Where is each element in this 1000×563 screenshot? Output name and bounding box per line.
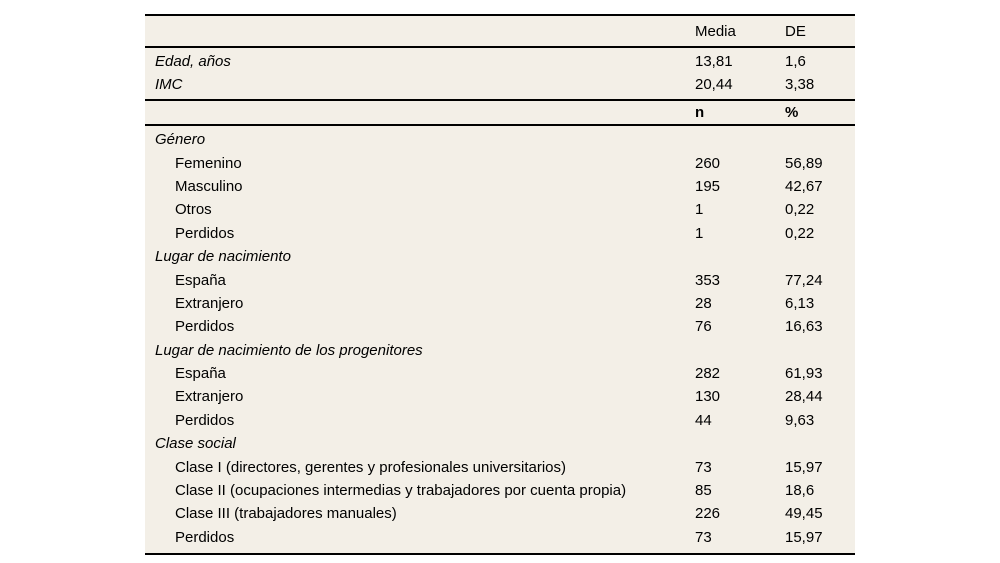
row-media-value: 13,81 (695, 54, 733, 69)
row-pct-value: 0,22 (785, 225, 815, 241)
table-row: España 282 61,93 (145, 362, 855, 385)
table-row: España 353 77,24 (145, 268, 855, 291)
table-row: Extranjero 28 6,13 (145, 292, 855, 315)
column-header-de: DE (785, 23, 806, 39)
section-title-row: Género (145, 128, 855, 151)
section-title-row: Clase social (145, 432, 855, 455)
row-pct-value: 0,22 (785, 202, 815, 218)
section-title: Clase social (155, 436, 236, 452)
row-pct-value: 28,44 (785, 389, 823, 405)
row-pct-value: 6,13 (785, 295, 815, 311)
column-header-pct: % (785, 105, 799, 120)
table-row: Femenino 260 56,89 (145, 151, 855, 174)
stats-header-row: Media DE (145, 16, 855, 48)
table-row: Perdidos 1 0,22 (145, 222, 855, 245)
row-n-value: 195 (695, 178, 721, 194)
row-n-value: 73 (695, 459, 712, 475)
row-pct-value: 15,97 (785, 459, 823, 475)
table-row: Clase I (directores, gerentes y profesio… (145, 455, 855, 478)
row-pct-value: 16,63 (785, 319, 823, 335)
row-n-value: 1 (695, 225, 704, 241)
table-row: Perdidos 44 9,63 (145, 409, 855, 432)
row-label: Perdidos (175, 529, 235, 545)
row-pct-value: 18,6 (785, 483, 815, 499)
column-header-n: n (695, 105, 705, 120)
row-n-value: 353 (695, 272, 721, 288)
row-n-value: 44 (695, 412, 712, 428)
section-title: Lugar de nacimiento de los progenitores (155, 342, 423, 358)
row-label: Femenino (175, 155, 242, 171)
row-n-value: 76 (695, 319, 712, 335)
table-row: Extranjero 130 28,44 (145, 385, 855, 408)
row-label: Perdidos (175, 319, 235, 335)
row-de-value: 3,38 (785, 77, 815, 92)
row-pct-value: 9,63 (785, 412, 815, 428)
row-label: Clase I (directores, gerentes y profesio… (175, 459, 567, 475)
row-n-value: 260 (695, 155, 721, 171)
row-n-value: 130 (695, 389, 721, 405)
table-row-imc: IMC 20,44 3,38 (145, 73, 855, 96)
table-row: Clase II (ocupaciones intermedias y trab… (145, 479, 855, 502)
row-label: Edad, años (155, 54, 231, 69)
row-pct-value: 42,67 (785, 178, 823, 194)
section-title: Lugar de nacimiento (155, 249, 291, 265)
row-n-value: 1 (695, 202, 704, 218)
row-n-value: 282 (695, 366, 721, 382)
row-label: Perdidos (175, 412, 235, 428)
row-label: Perdidos (175, 225, 235, 241)
row-label: Otros (175, 202, 212, 218)
row-label: Clase II (ocupaciones intermedias y trab… (175, 483, 627, 499)
descriptive-statistics-table: Media DE Edad, años 13,81 1,6 IMC 20,44 … (145, 14, 855, 556)
table-row: Perdidos 73 15,97 (145, 526, 855, 549)
row-n-value: 73 (695, 529, 712, 545)
row-de-value: 1,6 (785, 54, 806, 69)
row-pct-value: 61,93 (785, 366, 823, 382)
row-pct-value: 77,24 (785, 272, 823, 288)
row-label: Extranjero (175, 389, 244, 405)
table-row: Perdidos 76 16,63 (145, 315, 855, 338)
table-row: Clase III (trabajadores manuales) 226 49… (145, 502, 855, 525)
table-row: Otros 1 0,22 (145, 198, 855, 221)
row-n-value: 226 (695, 506, 721, 522)
sections-container: Género Femenino 260 56,89 Masculino 195 … (145, 126, 855, 553)
row-label: España (175, 366, 226, 382)
row-pct-value: 15,97 (785, 529, 823, 545)
row-label: Clase III (trabajadores manuales) (175, 506, 397, 522)
section-title: Género (155, 132, 206, 148)
row-label: IMC (155, 77, 183, 92)
row-media-value: 20,44 (695, 77, 733, 92)
section-title-row: Lugar de nacimiento de los progenitores (145, 339, 855, 362)
row-pct-value: 49,45 (785, 506, 823, 522)
column-header-media: Media (695, 23, 736, 39)
row-n-value: 28 (695, 295, 712, 311)
table-row: Masculino 195 42,67 (145, 175, 855, 198)
counts-header-row: n % (145, 101, 855, 126)
row-label: España (175, 272, 226, 288)
section-title-row: Lugar de nacimiento (145, 245, 855, 268)
row-n-value: 85 (695, 483, 712, 499)
row-label: Extranjero (175, 295, 244, 311)
row-label: Masculino (175, 178, 243, 194)
stats-block: Edad, años 13,81 1,6 IMC 20,44 3,38 (145, 48, 855, 101)
row-pct-value: 56,89 (785, 155, 823, 171)
table-row-edad: Edad, años 13,81 1,6 (145, 50, 855, 73)
